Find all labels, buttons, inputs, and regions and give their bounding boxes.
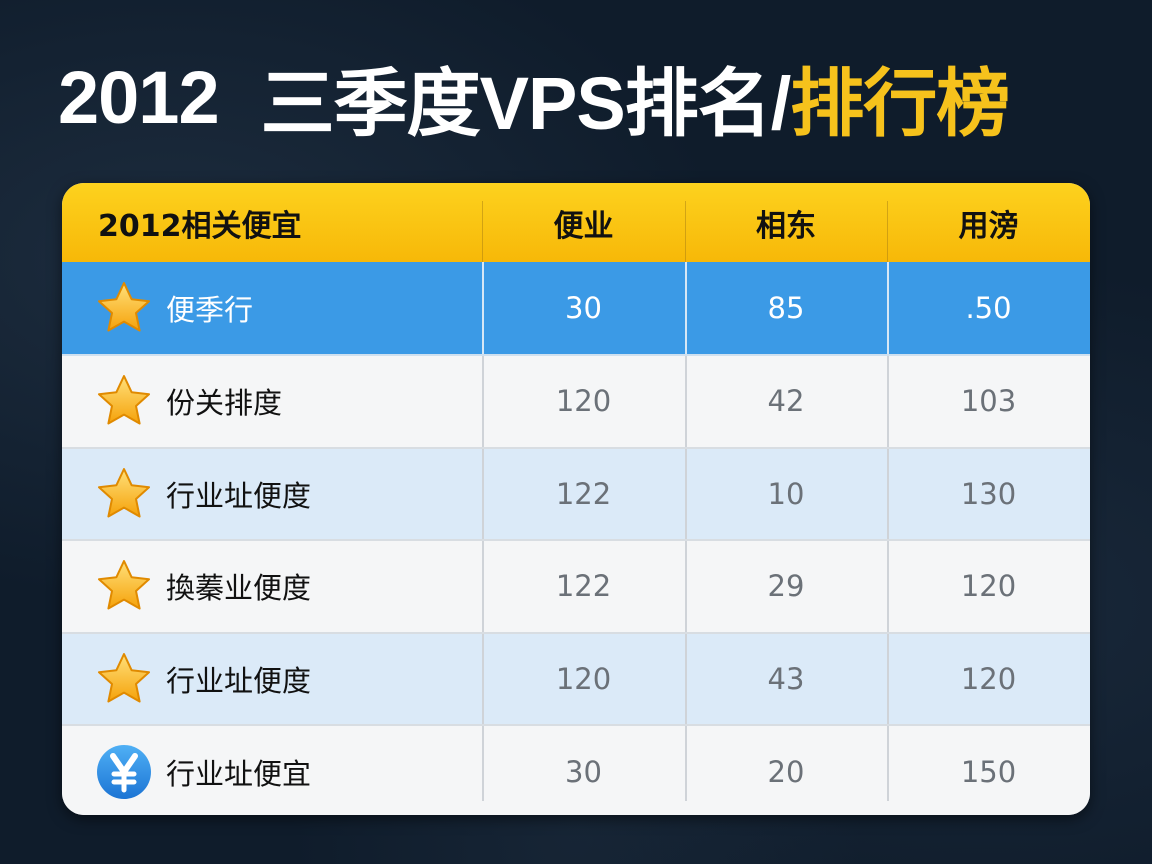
value-cell: 30 xyxy=(482,262,685,354)
value-cell: 29 xyxy=(685,541,887,632)
row-name-cell: 行业址便度 xyxy=(62,449,482,540)
row-name: 行业址便宜 xyxy=(166,757,312,792)
table-row[interactable]: 便季行 30 85 .50 xyxy=(62,262,1090,356)
value-cell: 10 xyxy=(685,448,887,540)
row-name-cell: 行业址便度 xyxy=(62,634,482,725)
yen-icon xyxy=(94,742,154,802)
star-icon xyxy=(94,464,154,524)
star-icon xyxy=(94,556,154,616)
value-cell: 150 xyxy=(887,726,1090,815)
column-header-1[interactable]: 便业 xyxy=(482,183,685,262)
row-name: 行业址便度 xyxy=(166,663,312,698)
row-name-cell: 便季行 xyxy=(62,262,482,354)
column-header-2[interactable]: 相东 xyxy=(685,183,887,262)
row-name: 便季行 xyxy=(166,293,254,327)
value-cell: 120 xyxy=(887,633,1090,725)
column-header-3[interactable]: 用滂 xyxy=(887,183,1090,262)
title-main: 三季度VPS排名/ xyxy=(260,61,792,145)
value-cell: 30 xyxy=(482,726,685,815)
table-row[interactable]: 份关排度 120 42 103 xyxy=(62,356,1090,449)
table-row[interactable]: 行业址便度 120 43 120 xyxy=(62,633,1090,726)
value-cell: 120 xyxy=(482,633,685,725)
title-accent: 排行榜 xyxy=(790,61,1010,145)
value-cell: .50 xyxy=(887,262,1090,354)
value-cell: 122 xyxy=(482,541,685,632)
row-name-cell: 換蓁业便度 xyxy=(62,541,482,632)
table-row[interactable]: 行业址便度 122 10 130 xyxy=(62,448,1090,541)
table-header: 2012相关便宜 便业 相东 用滂 xyxy=(62,183,1090,262)
row-name: 換蓁业便度 xyxy=(166,571,312,606)
star-icon xyxy=(94,649,154,709)
row-name-cell: 份关排度 xyxy=(62,356,482,447)
column-header-name[interactable]: 2012相关便宜 xyxy=(98,208,302,244)
title-year: 2012 xyxy=(58,55,220,139)
value-cell: 103 xyxy=(887,356,1090,447)
value-cell: 43 xyxy=(685,633,887,725)
page-title: 2012 三季度VPS排名/ 排行榜 xyxy=(58,52,1010,145)
table-row[interactable]: 行业址便宜 30 20 150 xyxy=(62,726,1090,815)
star-icon xyxy=(94,278,154,338)
row-name-cell: 行业址便宜 xyxy=(62,726,482,815)
ranking-table: 2012相关便宜 便业 相东 用滂 便季行 30 85 .50 份关排度 xyxy=(62,183,1090,815)
table-row[interactable]: 換蓁业便度 122 29 120 xyxy=(62,541,1090,634)
value-cell: 42 xyxy=(685,356,887,447)
row-name: 份关排度 xyxy=(166,386,283,421)
value-cell: 122 xyxy=(482,448,685,540)
value-cell: 120 xyxy=(482,356,685,447)
table-body: 便季行 30 85 .50 份关排度 120 42 103 行业 xyxy=(62,262,1090,815)
row-name: 行业址便度 xyxy=(166,478,312,513)
value-cell: 120 xyxy=(887,541,1090,632)
value-cell: 20 xyxy=(685,726,887,815)
star-icon xyxy=(94,371,154,431)
value-cell: 130 xyxy=(887,448,1090,540)
value-cell: 85 xyxy=(685,262,887,354)
